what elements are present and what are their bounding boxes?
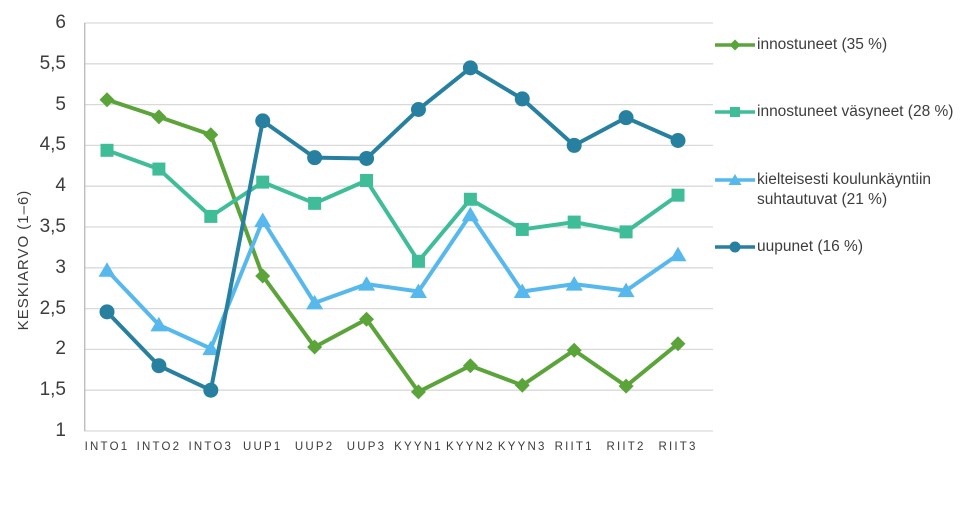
data-point-marker — [254, 212, 272, 227]
triangle-legend-icon — [715, 174, 755, 185]
data-point-marker — [565, 276, 583, 291]
data-point-marker — [566, 342, 582, 358]
series-line-0 — [105, 97, 680, 394]
data-point-marker — [98, 262, 116, 277]
x-tick-label: INTO2 — [136, 441, 182, 453]
data-point-marker — [411, 254, 425, 268]
data-point-marker — [360, 173, 374, 187]
data-point-marker — [256, 175, 270, 189]
data-point-marker — [670, 336, 686, 352]
legend-item: uupunet (16 %) — [713, 237, 979, 257]
data-point-marker — [359, 311, 375, 327]
data-point-marker — [619, 225, 633, 239]
data-point-marker — [99, 92, 115, 108]
data-point-marker — [204, 209, 218, 223]
y-tick-label: 6 — [55, 12, 66, 33]
x-tick-label: KYYN1 — [394, 441, 443, 453]
y-tick-label: 2 — [55, 338, 66, 360]
y-tick-label: 4 — [55, 175, 66, 197]
data-point-marker — [669, 246, 687, 262]
data-point-marker — [202, 340, 220, 356]
data-point-marker — [306, 294, 324, 310]
data-point-marker — [463, 192, 477, 206]
data-point-marker — [514, 91, 530, 107]
data-point-marker — [617, 282, 635, 298]
data-point-marker — [203, 382, 219, 398]
y-tick-label: 4,5 — [39, 134, 66, 156]
x-tick-label: KYYN2 — [446, 441, 495, 453]
x-tick-label: UUP1 — [242, 441, 283, 453]
data-point-marker — [410, 101, 426, 117]
data-point-marker — [514, 377, 530, 393]
x-tick-label: RIIT3 — [658, 441, 698, 453]
data-point-marker — [100, 143, 114, 157]
circle-legend-icon — [715, 241, 755, 253]
y-tick-label: 1 — [55, 420, 66, 441]
data-point-marker — [671, 188, 685, 202]
x-tick-label: UUP2 — [294, 441, 335, 453]
legend-label: innostuneet (35 %) — [757, 36, 888, 53]
y-tick-label: 1,5 — [39, 379, 66, 401]
y-tick-label: 5 — [55, 93, 66, 115]
series-line-3 — [105, 65, 680, 393]
legend-label: kielteisesti koulunkäyntiin suhtautuvat … — [757, 171, 932, 208]
data-point-marker — [99, 304, 115, 320]
x-tick-label: INTO1 — [84, 441, 130, 453]
y-tick-label: 2,5 — [39, 297, 66, 319]
data-point-marker — [670, 133, 686, 149]
data-point-marker — [151, 358, 167, 374]
data-point-marker — [203, 127, 219, 143]
data-point-marker — [618, 110, 634, 126]
data-point-marker — [462, 60, 478, 76]
data-point-marker — [618, 378, 634, 394]
legend-label: uupunet (16 %) — [757, 238, 863, 255]
data-point-marker — [359, 150, 375, 166]
data-point-marker — [255, 113, 271, 129]
x-tick-label: UUP3 — [346, 441, 387, 453]
data-point-marker — [152, 162, 166, 176]
legend-item: innostuneet (35 %) — [713, 35, 979, 55]
y-tick-label: 3,5 — [39, 216, 66, 237]
x-tick-label: RIIT2 — [606, 441, 646, 453]
data-point-marker — [308, 196, 322, 210]
legend-item: kielteisesti koulunkäyntiin suhtautuvat … — [713, 170, 979, 210]
y-tick-label: 3 — [55, 256, 66, 278]
legend-label: innostuneet väsyneet (28 %) — [757, 103, 954, 120]
x-tick-label: INTO3 — [188, 441, 234, 453]
square-legend-icon — [715, 107, 755, 117]
data-point-marker — [410, 384, 426, 400]
data-point-marker — [513, 283, 531, 298]
data-point-marker — [151, 109, 167, 125]
data-point-marker — [462, 358, 478, 374]
series-line-2 — [105, 212, 680, 351]
diamond-legend-icon — [715, 39, 755, 51]
x-tick-label: KYYN3 — [497, 441, 547, 453]
data-point-marker — [461, 206, 479, 222]
data-point-marker — [566, 137, 582, 153]
y-tick-label: 5,5 — [39, 52, 66, 74]
data-point-marker — [515, 222, 529, 236]
data-point-marker — [255, 268, 271, 284]
data-point-marker — [409, 283, 427, 298]
data-point-marker — [307, 339, 323, 355]
plot-area — [84, 22, 713, 432]
series-line-1 — [105, 148, 680, 264]
data-point-marker — [150, 316, 168, 332]
x-tick-label: RIIT1 — [554, 441, 594, 453]
data-point-marker — [567, 215, 581, 229]
data-point-marker — [358, 276, 376, 291]
legend: innostuneet (35 %) innostuneet väsyneet (… — [713, 35, 979, 257]
data-point-marker — [307, 150, 323, 166]
legend-item: innostuneet väsyneet (28 %) — [713, 102, 979, 122]
